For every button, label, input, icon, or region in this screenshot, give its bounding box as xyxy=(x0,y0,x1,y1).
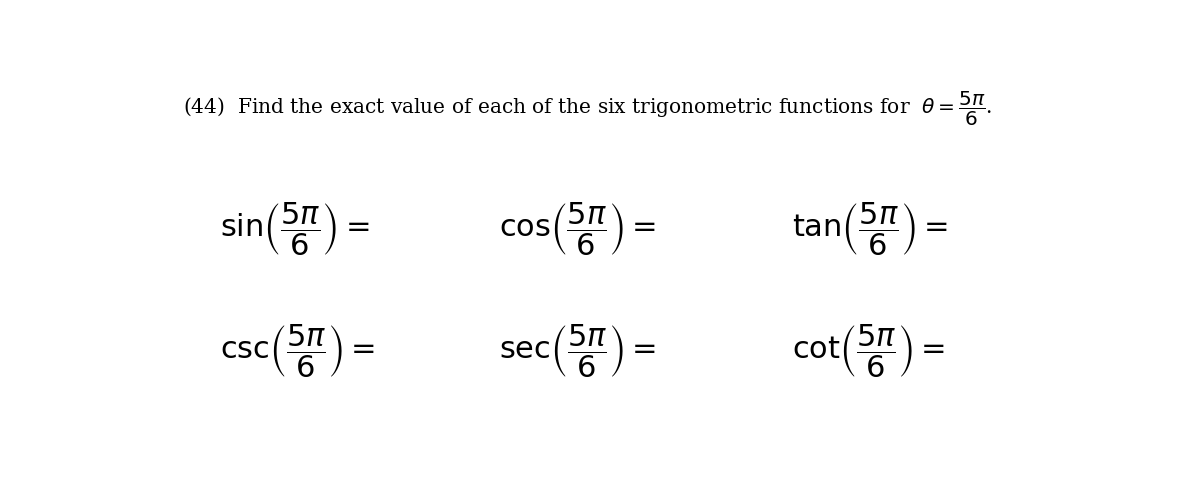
Text: $\csc\!\left(\dfrac{5\pi}{6}\right) = $: $\csc\!\left(\dfrac{5\pi}{6}\right) = $ xyxy=(220,322,374,380)
Text: $\cot\!\left(\dfrac{5\pi}{6}\right) = $: $\cot\!\left(\dfrac{5\pi}{6}\right) = $ xyxy=(792,322,944,380)
Text: $\sec\!\left(\dfrac{5\pi}{6}\right) = $: $\sec\!\left(\dfrac{5\pi}{6}\right) = $ xyxy=(499,322,656,380)
Text: $\tan\!\left(\dfrac{5\pi}{6}\right) = $: $\tan\!\left(\dfrac{5\pi}{6}\right) = $ xyxy=(792,200,947,258)
Text: (44)  Find the exact value of each of the six trigonometric functions for  $\the: (44) Find the exact value of each of the… xyxy=(182,90,992,128)
Text: $\sin\!\left(\dfrac{5\pi}{6}\right) = $: $\sin\!\left(\dfrac{5\pi}{6}\right) = $ xyxy=(220,200,370,258)
Text: $\cos\!\left(\dfrac{5\pi}{6}\right) = $: $\cos\!\left(\dfrac{5\pi}{6}\right) = $ xyxy=(499,200,655,258)
